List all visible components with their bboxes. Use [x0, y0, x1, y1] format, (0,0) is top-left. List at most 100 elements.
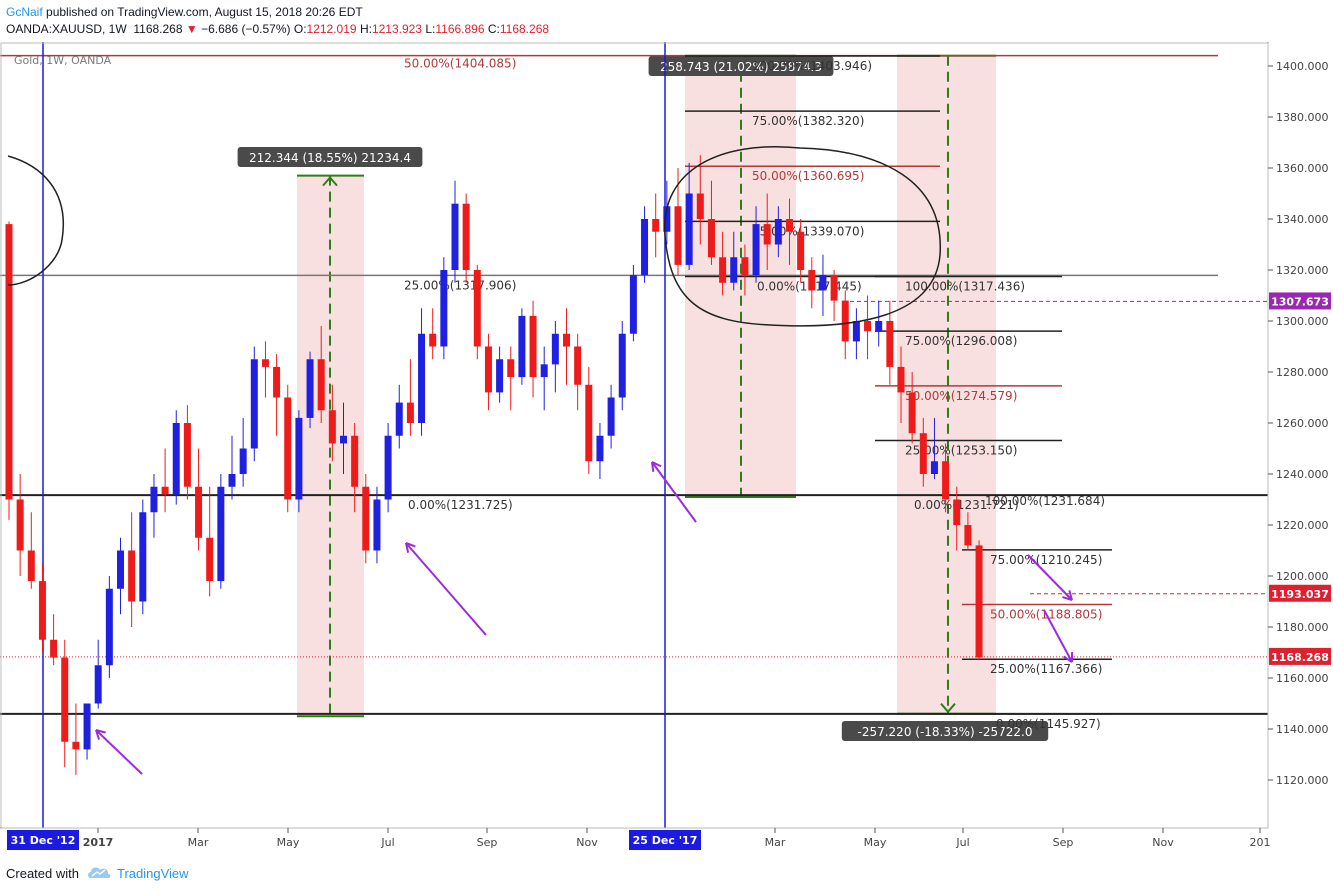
x-tick-label: Jul [380, 836, 394, 849]
candle-body [897, 366, 905, 393]
measure-label: -257.220 (-18.33%) -25722.0 [858, 725, 1033, 739]
candle-body [618, 333, 626, 398]
candle-body [195, 486, 203, 538]
candle-body [707, 219, 715, 258]
high-label: H: [359, 22, 372, 36]
date-marker-label: 25 Dec '17 [633, 834, 698, 847]
measure-label-bg [648, 56, 834, 76]
price-tag-label: 1307.673 [1271, 295, 1329, 308]
candle-body [607, 397, 615, 436]
freehand-ellipse [7, 155, 64, 286]
candle-body [429, 333, 437, 347]
measure-arrow-icon [322, 176, 338, 187]
trend-arrow [405, 542, 487, 636]
x-tick-label: Sep [477, 836, 498, 849]
x-tick-label: Nov [1152, 836, 1174, 849]
vertical-lines [42, 42, 666, 828]
fib-level-label: 50.00%(1274.579) [905, 389, 1017, 403]
candle-body [852, 321, 860, 342]
candle-body [484, 346, 492, 393]
axes: 1120.000 1140.000 1160.000 1180.000 1200.000… [0, 42, 1331, 850]
candle-body [351, 435, 359, 487]
close-value: 1168.268 [499, 22, 550, 36]
candle-body [150, 486, 158, 513]
measure-label: 258.743 (21.02%) 25874.3 [660, 60, 822, 74]
candle-body [16, 499, 24, 551]
candle-body [451, 203, 459, 270]
candle-body [674, 206, 682, 265]
fib-level-label: 75.00%(1382.320) [752, 114, 864, 128]
candle-body [273, 366, 281, 398]
arrow-head-icon [405, 542, 416, 553]
y-tick-label: 1160.000 [1276, 672, 1329, 685]
fib-level-label: 0.00%(1231.721) [914, 498, 1019, 512]
author-link[interactable]: GcNaif [6, 5, 43, 19]
trend-arrow [1027, 554, 1073, 601]
candle-body [418, 333, 426, 423]
candle-body [473, 270, 481, 347]
candle-body [373, 499, 381, 551]
arrow-head-icon [95, 729, 106, 740]
tradingview-brand[interactable]: TradingView [117, 866, 189, 881]
candle-body [395, 402, 403, 436]
candle-body [139, 512, 147, 602]
candle-body [964, 525, 972, 546]
fib-level-label: 75.00%(1210.245) [990, 553, 1102, 567]
candle-body [406, 402, 414, 423]
fib-level-label: 75.00%(1296.008) [905, 334, 1017, 348]
y-tick-label: 1180.000 [1276, 621, 1329, 634]
fib-level-label: 100.00%(1403.946) [752, 59, 872, 73]
y-tick-label: 1360.000 [1276, 162, 1329, 175]
y-tick-label: 1300.000 [1276, 315, 1329, 328]
fib-level-label: 100.00%(1231.684) [985, 494, 1105, 508]
candle-body [228, 474, 236, 487]
candle-body [540, 364, 548, 378]
y-tick-label: 1340.000 [1276, 213, 1329, 226]
candle-body [730, 257, 738, 283]
candle-body [518, 315, 526, 378]
trend-arrow [95, 729, 143, 775]
candle-body [886, 321, 894, 367]
candle-body [953, 499, 961, 525]
x-tick-label: 201 [1250, 836, 1271, 849]
price-chart[interactable]: 212.344 (18.55%) 21234.4 258.743 (21.02%)… [0, 42, 1333, 854]
candle-body [161, 486, 169, 495]
y-tick-label: 1220.000 [1276, 519, 1329, 532]
change-value: −6.686 (−0.57%) [201, 22, 291, 36]
y-tick-label: 1280.000 [1276, 366, 1329, 379]
fib-level-label: 50.00%(1360.695) [752, 169, 864, 183]
candle-body [641, 219, 649, 276]
candle-body [808, 270, 816, 291]
chart-area[interactable]: 212.344 (18.55%) 21234.4 258.743 (21.02%)… [0, 42, 1333, 854]
candle-body [551, 333, 559, 365]
y-tick-label: 1140.000 [1276, 723, 1329, 736]
x-tick-label: May [864, 836, 887, 849]
top-fib-label: 50.00%(1404.085) [404, 57, 516, 71]
low-value: 1166.896 [435, 22, 485, 36]
y-tick-label: 1260.000 [1276, 417, 1329, 430]
low-label: L: [425, 22, 436, 36]
measure-label: 212.344 (18.55%) 21234.4 [249, 151, 411, 165]
candle-body [663, 206, 671, 232]
candle-body [507, 359, 515, 378]
plot-frame [0, 42, 1269, 829]
y-tick-label: 1400.000 [1276, 60, 1329, 73]
chart-header: GcNaif published on TradingView.com, Aug… [0, 0, 1333, 42]
arrow-head-icon [1063, 651, 1074, 663]
chart-title: Gold, 1W, OANDA [14, 54, 112, 67]
candle-body [128, 550, 136, 602]
date-marker-badge [7, 830, 79, 850]
fib-level-label: 25.00%(1253.150) [905, 443, 1017, 457]
price-tag-badge [1269, 584, 1331, 602]
candle-body [563, 333, 570, 347]
freehand-ellipse [664, 146, 941, 327]
fib-level-label: 25.00%(1167.366) [990, 662, 1102, 676]
fib-level-label: 0.00%(1145.927) [996, 717, 1101, 731]
candle-body [875, 321, 883, 332]
ohlc-line: OANDA:XAUUSD, 1W 1168.268 ▼ −6.686 (−0.5… [6, 22, 549, 36]
candle-body [919, 433, 927, 474]
candle-body [930, 461, 938, 474]
close-label: C: [487, 22, 500, 36]
x-tick-label: Sep [1053, 836, 1074, 849]
fib-level-label: 25.00%(1317.906) [404, 278, 516, 292]
